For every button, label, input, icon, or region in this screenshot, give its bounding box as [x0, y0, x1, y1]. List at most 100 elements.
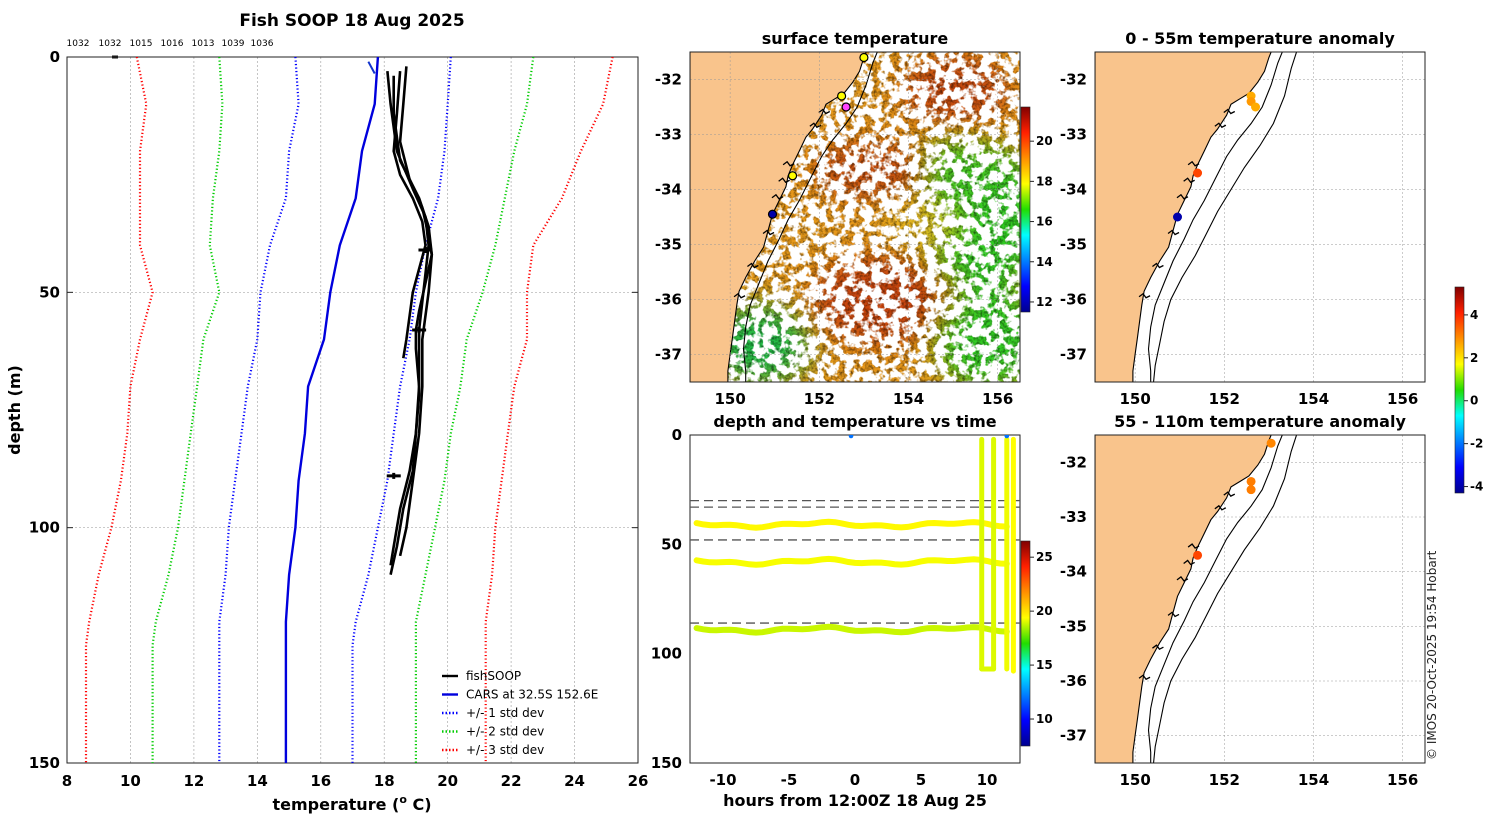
sst-coast-inlet: [747, 262, 759, 269]
profile-top-label: 1013: [192, 39, 215, 49]
sst-y-tick-label: -34: [655, 181, 682, 199]
profile-top-labels: 1032 1032 1015 1016 1013 1039 1036: [67, 39, 274, 59]
timeline-y-tick-label: 100: [651, 645, 682, 663]
sst-coast-inlet: [762, 229, 775, 236]
anomaly-deep-y-tick-label: -33: [1060, 508, 1087, 526]
anomaly-deep-coast-inlet: [1187, 543, 1200, 549]
sst-y-tick-label: -35: [655, 236, 682, 254]
anomaly-shallow-map: 0 - 55m temperature anomaly 150 152 154 156…: [1060, 29, 1426, 408]
profile-legend: fishSOOP CARS at 32.5S 152.6E +/- 1 std de…: [442, 669, 598, 757]
anomaly-deep-land: [1095, 435, 1298, 763]
anomaly-shallow-point: [1193, 168, 1203, 178]
fishsoop-cast-line: [389, 66, 434, 575]
anomaly-shallow-point: [1173, 212, 1182, 222]
anomaly-shallow-x-tick-label: 154: [1298, 390, 1329, 408]
profile-top-label: 1016: [161, 39, 184, 49]
anomaly-colorbar-label: 2: [1470, 351, 1478, 365]
anomaly-deep-x-tick-label: 150: [1119, 771, 1150, 789]
anomaly-shallow-isobath-200m: [1147, 52, 1283, 382]
profile-top-label: 1032: [99, 39, 122, 49]
credit-text: © IMOS 20-Oct-2025 19:54 Hobart: [1425, 550, 1439, 760]
fishsoop-tow-marker: [386, 472, 401, 479]
sst-stations: [767, 52, 869, 219]
anomaly-shallow-coast-inlet: [1214, 122, 1227, 129]
anomaly-deep-x-tick-label: 152: [1209, 771, 1240, 789]
profile-x-tick-label: 16: [310, 772, 331, 790]
std-dev-line: [414, 57, 535, 763]
timeline-x-tick-label: 10: [977, 771, 998, 789]
anomaly-shallow-title: 0 - 55m temperature anomaly: [1125, 29, 1395, 48]
sst-colorbar-label: 18: [1036, 174, 1053, 188]
sst-station-marker: [767, 209, 778, 219]
anomaly-shallow-y-tick-label: -33: [1060, 126, 1087, 144]
sst-y-ticks: -32 -33 -34 -35 -36 -37: [655, 71, 682, 364]
anomaly-colorbar: [1454, 286, 1465, 494]
anomaly-deep-y-ticks: -32 -33 -34 -35 -36 -37: [1060, 453, 1087, 744]
anomaly-deep-point: [1266, 438, 1276, 448]
profile-top-label: 1039: [222, 39, 245, 49]
profile-x-tick-label: 24: [564, 772, 585, 790]
timeline-colorbar-label: 20: [1036, 604, 1053, 618]
profile-x-tick-label: 12: [183, 772, 204, 790]
profile-xlabel: temperature (o C): [272, 793, 431, 814]
anomaly-shallow-coast-inlet: [1187, 160, 1200, 167]
anomaly-shallow-point: [1251, 102, 1261, 112]
sst-coast-inlet: [809, 122, 822, 129]
anomaly-deep-coast-inlet: [1183, 559, 1195, 566]
sst-coast-inlet: [818, 108, 831, 115]
anomaly-shallow-coast-inlet: [1167, 229, 1180, 236]
profile-axes-box: [66, 56, 639, 764]
timeline-chart: depth and temperature vs time -10 -5 0 5 10 …: [651, 412, 1053, 810]
timeline-colorbar-label: 10: [1036, 712, 1053, 726]
profile-x-tick-label: 8: [62, 772, 72, 790]
profile-y-tick-label: 50: [39, 283, 60, 301]
profile-xlabel-degree: o: [399, 793, 407, 806]
anomaly-colorbar-label: 4: [1470, 308, 1478, 322]
anomaly-colorbar-ticks: 4 2 0 -2 -4: [1464, 308, 1483, 494]
timeline-colorbar-ticks: 10 15 20 25: [1030, 550, 1053, 726]
anomaly-deep-y-tick-label: -36: [1060, 672, 1087, 690]
anomaly-deep-y-tick-label: -35: [1060, 617, 1087, 635]
anomaly-deep-point: [1193, 550, 1203, 560]
profile-x-tick-label: 10: [120, 772, 141, 790]
anomaly-shallow-x-tick-label: 156: [1387, 390, 1418, 408]
sst-station-marker: [841, 102, 851, 112]
timeline-y-ticks: 0 50 100 150: [651, 426, 682, 772]
timeline-colorbar-label: 25: [1036, 550, 1053, 564]
anomaly-deep-map: 55 - 110m temperature anomaly 150 152 154 1…: [1060, 412, 1426, 789]
anomaly-shallow-y-ticks: -32 -33 -34 -35 -36 -37: [1060, 71, 1087, 364]
sst-y-tick-label: -36: [655, 291, 682, 309]
timeline-x-tick-label: -10: [709, 771, 736, 789]
sst-colorbar-label: 16: [1036, 215, 1053, 229]
profile-x-ticks: 8 10 12 14 16 18 20 22 24 26: [62, 772, 649, 790]
profile-ylabel: depth (m): [5, 365, 24, 455]
cars-mean-line: [284, 57, 380, 763]
timeline-tow-band: [693, 555, 1010, 568]
profile-xlabel-unit: C): [407, 795, 432, 814]
anomaly-shallow-points: [1173, 91, 1261, 222]
sst-y-tick-label: -37: [655, 346, 682, 364]
anomaly-deep-coast-inlet: [1176, 575, 1189, 582]
anomaly-deep-field: [1095, 435, 1425, 763]
sst-station-marker: [787, 171, 798, 181]
anomaly-shallow-coast-inlet: [1138, 292, 1151, 299]
timeline-surface-point: [1004, 435, 1010, 439]
profile-y-tick-label: 100: [29, 519, 60, 537]
anomaly-colorbar-label: -2: [1470, 437, 1483, 451]
timeline-x-tick-label: 5: [916, 771, 926, 789]
cars-surface-hook: [367, 61, 376, 74]
anomaly-deep-x-tick-label: 154: [1298, 771, 1329, 789]
timeline-y-tick-label: 50: [661, 535, 682, 553]
sst-colorbar-ticks: 12 14 16 18 20: [1030, 134, 1053, 309]
std-dev-line: [84, 57, 154, 763]
sst-axes-box: [689, 51, 1021, 383]
anomaly-deep-x-ticks: 150 152 154 156: [1119, 771, 1418, 789]
anomaly-deep-point: [1246, 476, 1256, 486]
anomaly-shallow-axes-box: [1094, 51, 1426, 383]
sst-x-tick-label: 150: [714, 390, 745, 408]
fishsoop-cast-line: [392, 75, 434, 557]
profile-x-tick-label: 18: [374, 772, 395, 790]
sst-x-tick-label: 152: [804, 390, 835, 408]
sst-x-tick-label: 156: [982, 390, 1013, 408]
